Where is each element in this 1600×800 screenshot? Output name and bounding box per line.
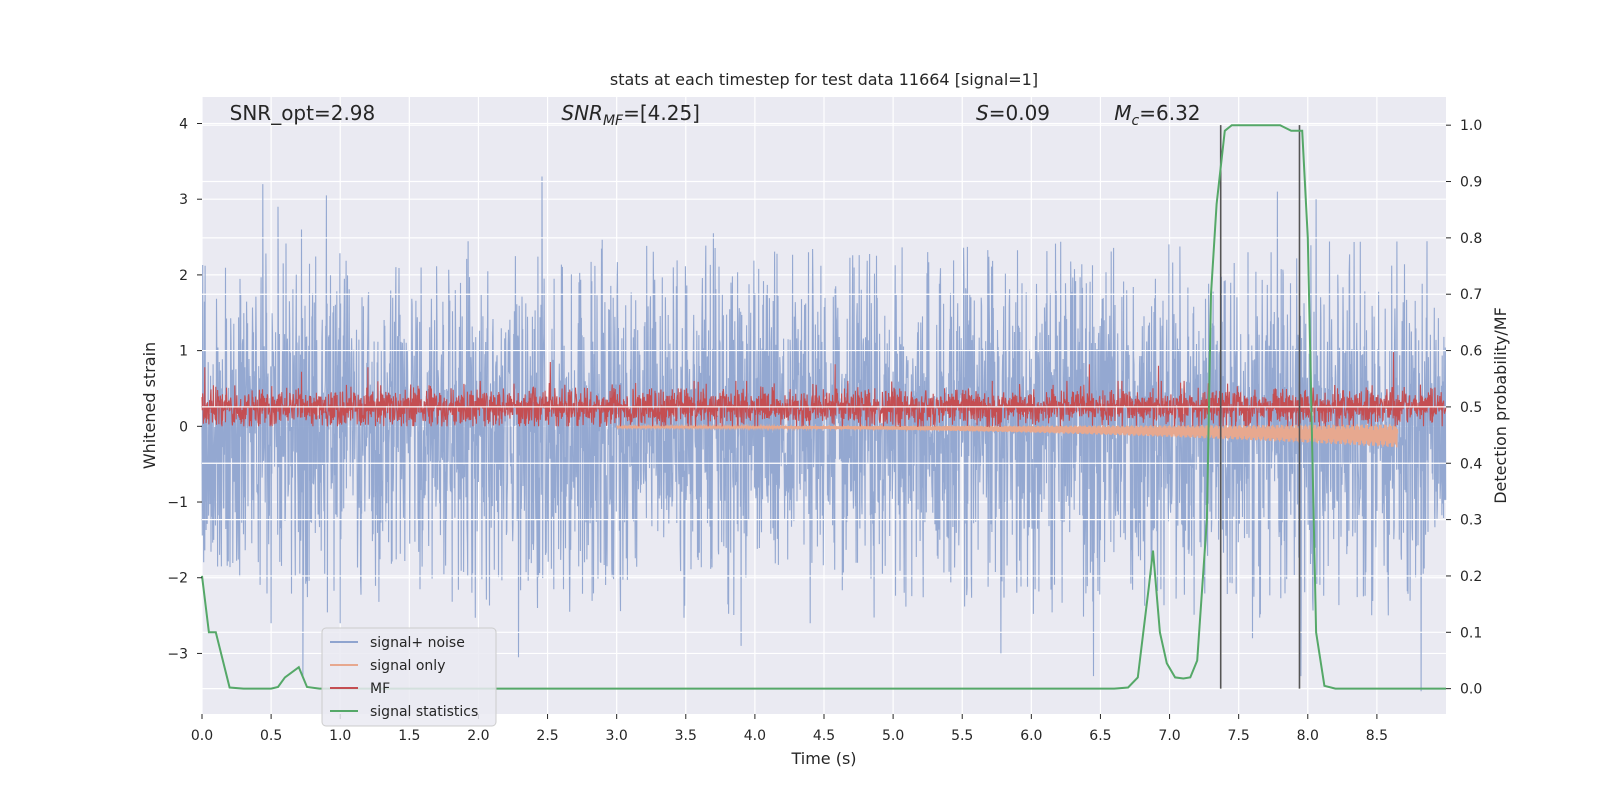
annotation-value: =0.09 xyxy=(989,101,1050,125)
x-tick-label: 7.5 xyxy=(1228,728,1250,744)
y-axis-right-label: Detection probability/MF xyxy=(1491,307,1510,504)
x-tick-label: 4.5 xyxy=(813,728,835,744)
legend-label: signal only xyxy=(370,658,445,674)
annotation-main: SNR_opt=2.98 xyxy=(230,101,376,125)
x-tick-label: 1.0 xyxy=(329,728,351,744)
y-right-tick-label: 0.0 xyxy=(1460,682,1482,698)
y-right-tick-label: 0.5 xyxy=(1460,400,1482,416)
x-tick-label: 3.5 xyxy=(675,728,697,744)
x-tick-label: 5.5 xyxy=(951,728,973,744)
x-tick-label: 8.5 xyxy=(1366,728,1388,744)
legend-label: signal statistics xyxy=(370,704,478,720)
mf-layer xyxy=(201,352,1447,428)
x-tick-label: 2.0 xyxy=(467,728,489,744)
y-right-tick-label: 0.7 xyxy=(1460,287,1482,303)
y-right-tick-label: 0.6 xyxy=(1460,344,1482,360)
y-left-tick-label: 4 xyxy=(179,116,188,132)
annotation-text: S=0.09 xyxy=(976,101,1050,125)
mf-line xyxy=(201,352,1447,428)
signal-only-line xyxy=(616,423,1399,448)
annotation-text: SNRMF=[4.25] xyxy=(561,101,700,129)
y-left-tick-label: −3 xyxy=(167,646,188,662)
x-tick-label: 5.0 xyxy=(882,728,904,744)
y-axis-left-label: Whitened strain xyxy=(140,342,159,469)
x-tick-label: 2.5 xyxy=(536,728,558,744)
signal-only-layer xyxy=(616,423,1399,448)
signal-statistics-layer xyxy=(201,124,1446,690)
y-left-tick-label: −1 xyxy=(167,495,188,511)
annotation-subscript: MF xyxy=(603,113,624,129)
y-axis-right: 0.0 0.1 0.2 0.3 0.4 0.5 0.6 0.7 0.8 0.9 1.0 xyxy=(1446,118,1482,698)
x-tick-label: 0.0 xyxy=(191,728,213,744)
x-tick-label: 8.0 xyxy=(1297,728,1319,744)
y-right-tick-label: 0.4 xyxy=(1460,456,1482,472)
signal-statistics-line xyxy=(201,124,1446,690)
y-left-tick-label: 3 xyxy=(179,192,188,208)
annotation-value: =6.32 xyxy=(1139,101,1200,125)
annotation-main: SNR xyxy=(561,101,603,125)
y-left-tick-label: 0 xyxy=(179,419,188,435)
detection-window-lines xyxy=(1219,125,1301,689)
x-tick-label: 1.5 xyxy=(398,728,420,744)
x-tick-label: 7.0 xyxy=(1158,728,1180,744)
legend: signal+ noise signal only MF signal statist… xyxy=(321,627,497,727)
y-left-tick-label: 1 xyxy=(179,344,188,360)
y-right-tick-label: 0.1 xyxy=(1460,625,1482,641)
annotation-main: M xyxy=(1114,101,1131,125)
annotation-text: Mc=6.32 xyxy=(1114,101,1200,129)
x-tick-label: 6.5 xyxy=(1089,728,1111,744)
annotations: SNR_opt=2.98 SNRMF=[4.25] S=0.09 Mc=6.32 xyxy=(230,101,1201,129)
chart-title: stats at each timestep for test data 116… xyxy=(610,70,1038,89)
y-axis-left: −3 −2 −1 0 1 2 3 4 xyxy=(167,116,202,662)
signal-noise-line xyxy=(201,176,1447,692)
x-tick-label: 0.5 xyxy=(260,728,282,744)
y-right-tick-label: 0.3 xyxy=(1460,513,1482,529)
annotation-value: =[4.25] xyxy=(623,101,700,125)
y-right-tick-label: 1.0 xyxy=(1460,118,1482,134)
legend-label: signal+ noise xyxy=(370,635,465,651)
y-left-tick-label: 2 xyxy=(179,268,188,284)
legend-label: MF xyxy=(370,681,390,697)
x-axis-label: Time (s) xyxy=(790,749,856,768)
x-tick-label: 3.0 xyxy=(606,728,628,744)
annotation-text: SNR_opt=2.98 xyxy=(230,101,376,125)
signal-noise-layer xyxy=(201,176,1447,692)
annotation-subscript: c xyxy=(1132,113,1140,129)
y-right-tick-label: 0.8 xyxy=(1460,231,1482,247)
y-left-tick-label: −2 xyxy=(167,571,188,587)
annotation-main: S xyxy=(976,101,989,125)
x-axis: 0.0 0.5 1.0 1.5 2.0 2.5 3.0 3.5 4.0 4.5 5.0 5.5 6.0 6… xyxy=(191,714,1388,744)
x-tick-label: 6.0 xyxy=(1020,728,1042,744)
y-right-tick-label: 0.9 xyxy=(1460,175,1482,191)
y-right-tick-label: 0.2 xyxy=(1460,569,1482,585)
x-tick-label: 4.0 xyxy=(744,728,766,744)
legend-box xyxy=(321,627,497,727)
